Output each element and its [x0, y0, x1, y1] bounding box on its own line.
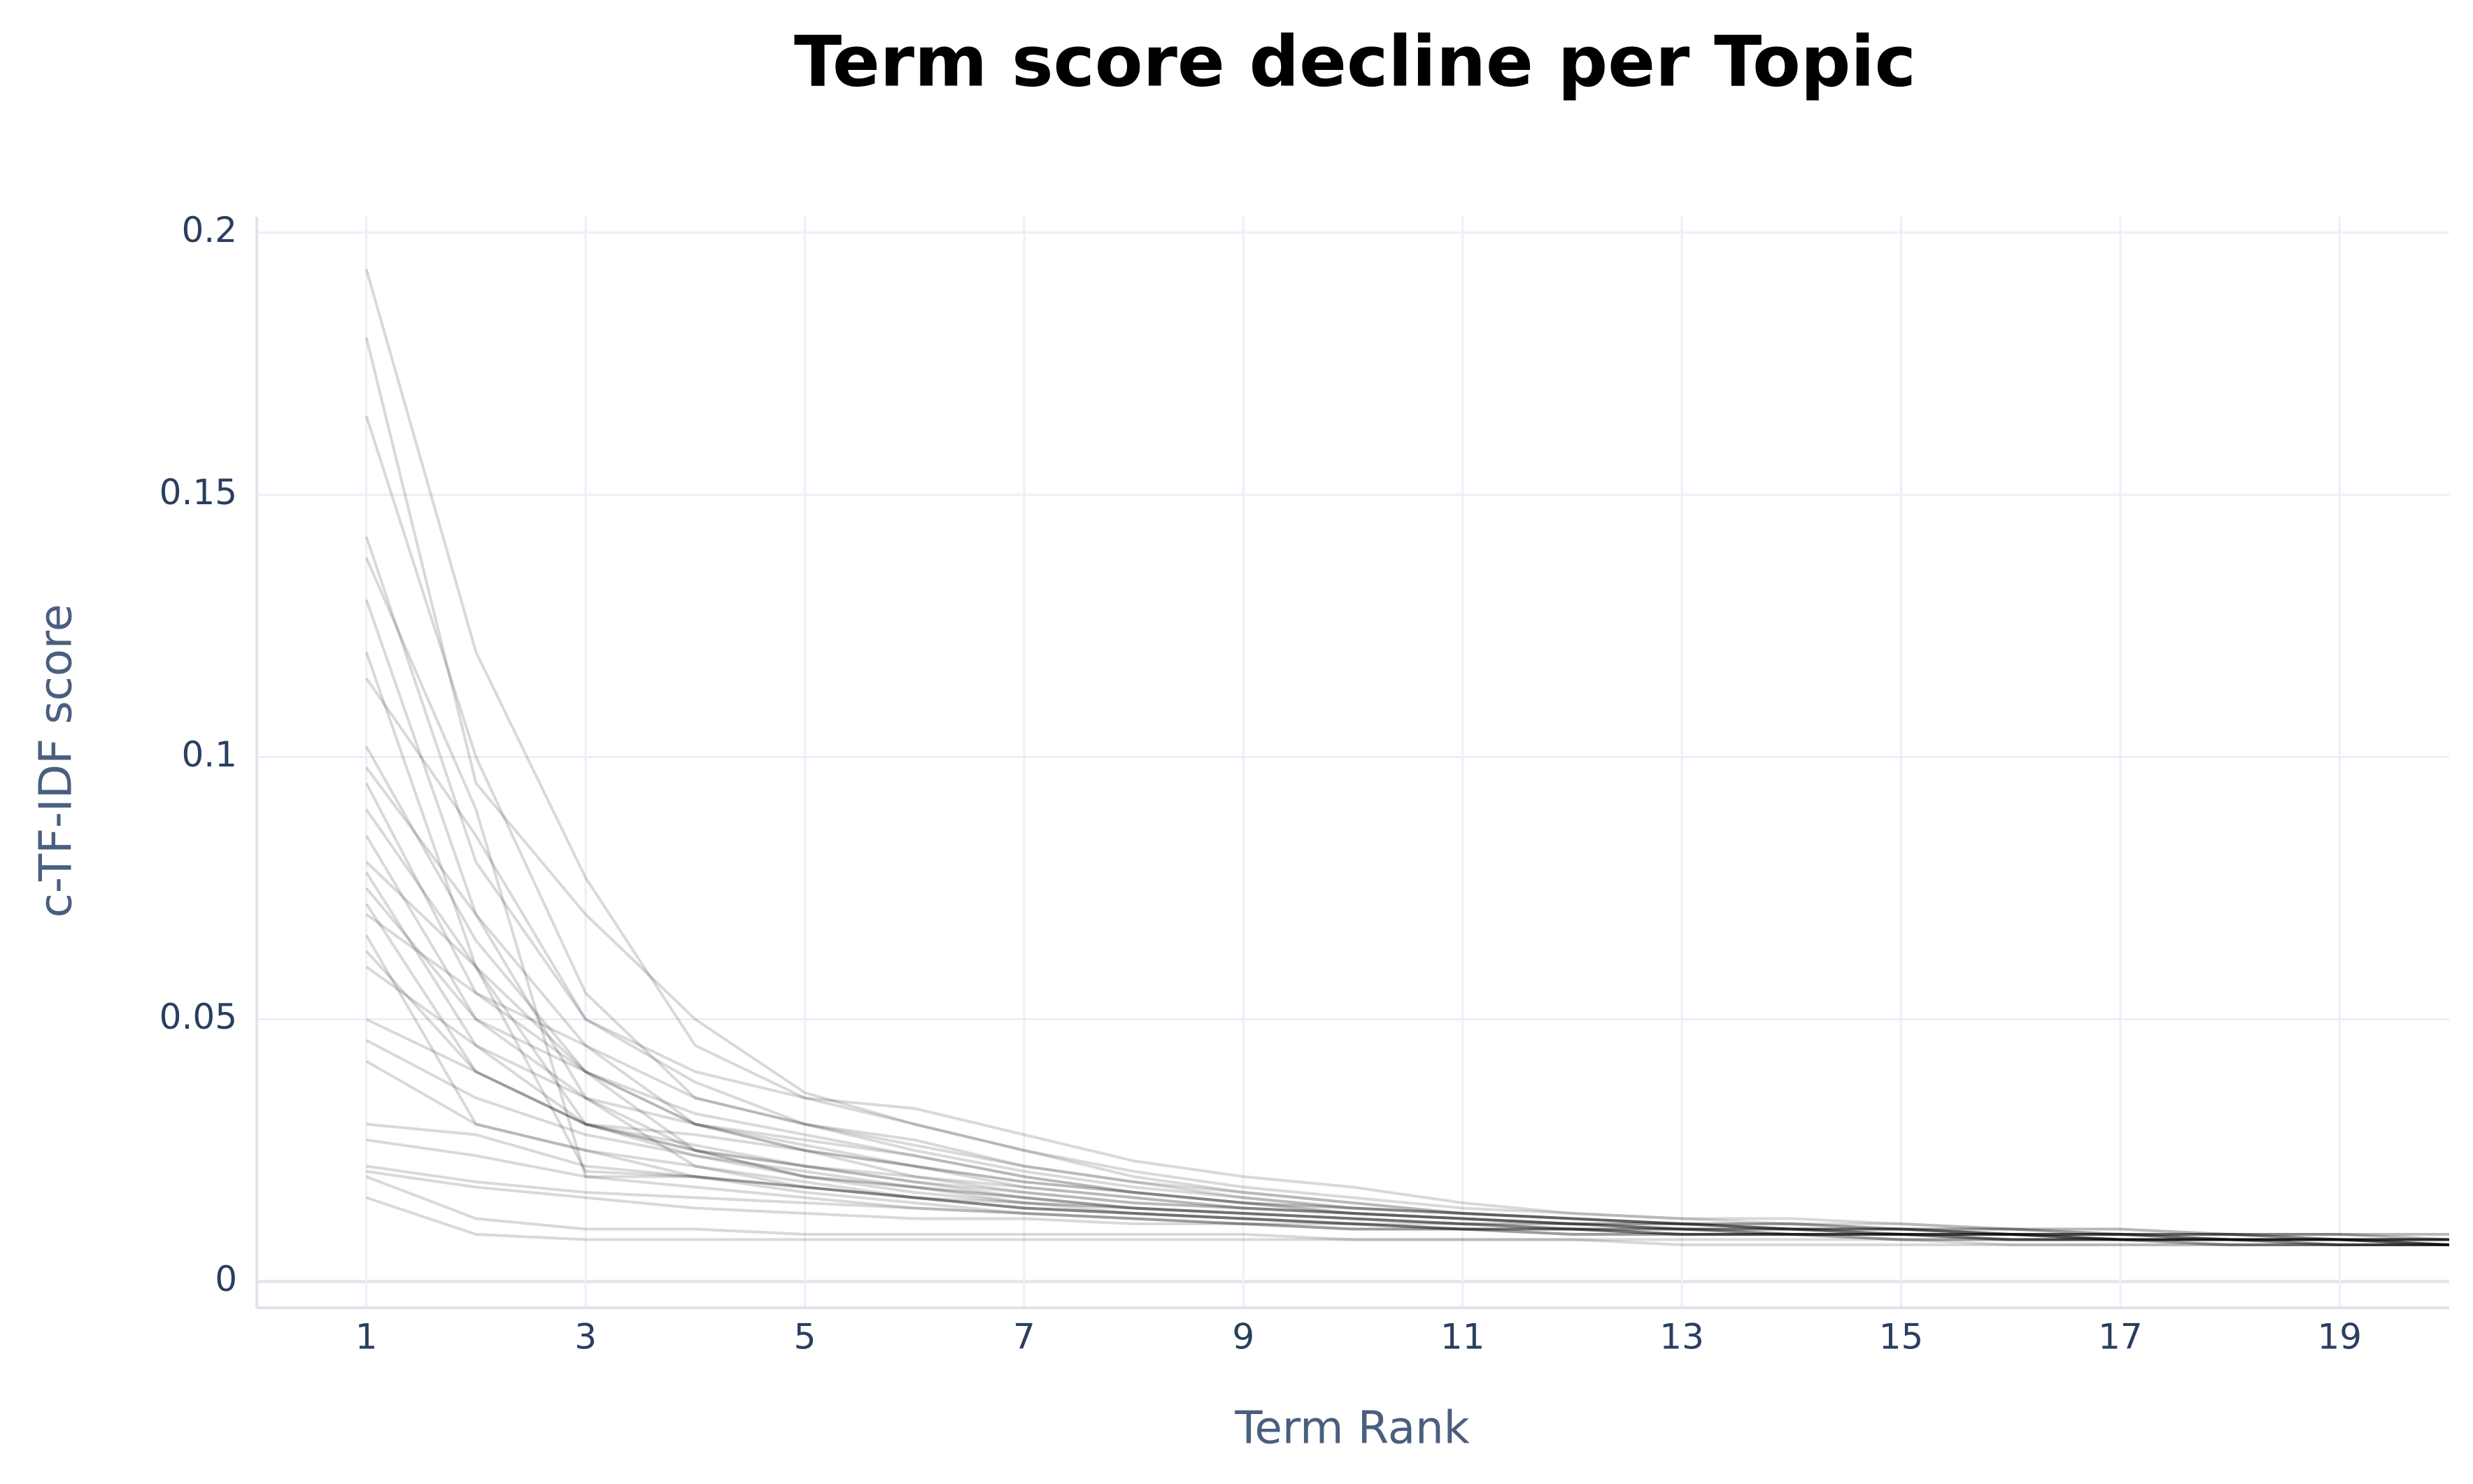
topic-line — [366, 1170, 2449, 1241]
y-tick-label: 0.05 — [160, 997, 237, 1037]
topic-line — [365, 766, 2450, 1246]
topic-line — [364, 745, 2449, 1241]
topic-line — [365, 808, 2450, 1246]
chart-title: Term score decline per Topic — [794, 20, 1916, 102]
topic-line — [364, 536, 2449, 1236]
topic-line — [365, 1175, 2449, 1246]
topic-line — [365, 871, 2450, 1246]
y-tick-label: 0 — [215, 1259, 237, 1299]
topic-line — [364, 651, 2449, 1241]
x-tick-label: 19 — [2317, 1317, 2362, 1357]
x-tick-label: 11 — [1440, 1317, 1485, 1357]
topic-line — [364, 337, 2450, 1241]
x-tick-label: 5 — [794, 1317, 816, 1357]
topic-line — [365, 1039, 2449, 1246]
x-tick-label: 3 — [574, 1317, 597, 1357]
topic-line — [366, 1196, 2449, 1246]
topic-line — [365, 950, 2450, 1246]
x-tick-label: 13 — [1659, 1317, 1704, 1357]
topic-line — [365, 861, 2450, 1246]
topic-line — [365, 913, 2450, 1246]
x-tick-label: 17 — [2098, 1317, 2143, 1357]
x-tick-label: 1 — [355, 1317, 378, 1357]
topic-line — [364, 934, 2449, 1246]
topic-line — [364, 599, 2449, 1241]
y-axis-title: c-TF-IDF score — [31, 604, 83, 918]
topic-line — [366, 1139, 2449, 1246]
topic-line — [365, 1060, 2449, 1246]
topic-line — [364, 834, 2449, 1241]
grid — [257, 217, 2449, 1308]
topic-line — [366, 1122, 2449, 1246]
topic-line — [364, 269, 2449, 1236]
topic-line — [365, 965, 2449, 1241]
topic-line — [366, 1164, 2449, 1246]
topic-line — [365, 903, 2449, 1241]
x-tick-label: 15 — [1879, 1317, 1924, 1357]
topic-line — [364, 415, 2449, 1241]
lines — [364, 269, 2450, 1246]
y-tick-label: 0.1 — [181, 734, 237, 775]
x-tick-label: 7 — [1013, 1317, 1035, 1357]
topic-line — [364, 557, 2449, 1241]
y-tick-label: 0.15 — [160, 472, 237, 513]
topic-line — [365, 677, 2450, 1241]
x-tick-label: 9 — [1232, 1317, 1254, 1357]
topic-line — [364, 783, 2449, 1241]
topic-line — [365, 887, 2449, 1246]
topic-line — [365, 1018, 2450, 1246]
x-axis-title: Term Rank — [1234, 1403, 1469, 1455]
y-tick-label: 0.2 — [181, 210, 237, 250]
